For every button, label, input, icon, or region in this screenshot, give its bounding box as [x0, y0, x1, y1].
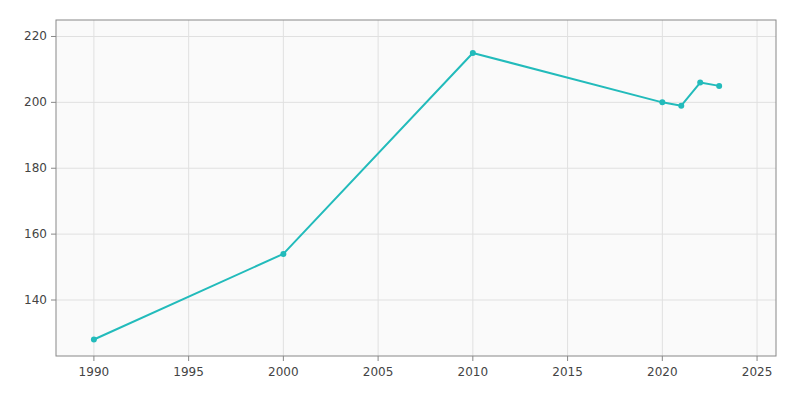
- y-tick: [51, 102, 56, 103]
- x-tick-label: 2010: [458, 365, 489, 379]
- x-tick: [378, 356, 379, 361]
- x-tick-label: 2000: [268, 365, 299, 379]
- x-tick-label: 1995: [173, 365, 204, 379]
- y-tick: [51, 300, 56, 301]
- x-grid-line: [757, 20, 758, 356]
- y-grid-line: [56, 300, 776, 301]
- y-tick-label: 220: [24, 29, 47, 43]
- y-tick: [51, 36, 56, 37]
- y-grid-line: [56, 168, 776, 169]
- x-grid-line: [472, 20, 473, 356]
- x-tick-label: 2005: [363, 365, 394, 379]
- x-tick: [188, 356, 189, 361]
- y-tick-label: 140: [24, 293, 47, 307]
- grid: [51, 20, 776, 361]
- x-grid-line: [567, 20, 568, 356]
- x-tick: [567, 356, 568, 361]
- plot-background: [56, 20, 776, 356]
- x-tick: [662, 356, 663, 361]
- x-tick: [472, 356, 473, 361]
- x-tick-label: 2025: [742, 365, 773, 379]
- point: [678, 103, 684, 109]
- x-grid-line: [93, 20, 94, 356]
- y-tick: [51, 234, 56, 235]
- chart-container: 1990 1995 2000 2005 2010 2015 2020 2025 140 160 18…: [0, 0, 800, 400]
- x-tick-label: 2020: [647, 365, 678, 379]
- y-tick-label: 200: [24, 95, 47, 109]
- population-line: [94, 53, 719, 340]
- point: [280, 251, 286, 257]
- x-grid-line: [378, 20, 379, 356]
- x-tick: [93, 356, 94, 361]
- y-tick-label: 180: [24, 161, 47, 175]
- point: [697, 80, 703, 86]
- y-grid-line: [56, 36, 776, 37]
- tick-labels: 1990 1995 2000 2005 2010 2015 2020 2025 140 160 18…: [24, 29, 772, 379]
- data-group: [91, 50, 722, 343]
- y-tick: [51, 168, 56, 169]
- plot-frame: [56, 20, 776, 356]
- x-grid-line: [662, 20, 663, 356]
- point: [91, 337, 97, 343]
- chart-svg: 1990 1995 2000 2005 2010 2015 2020 2025 140 160 18…: [0, 0, 800, 400]
- y-tick-label: 160: [24, 227, 47, 241]
- point: [470, 50, 476, 56]
- x-grid-line: [188, 20, 189, 356]
- x-tick-label: 2015: [552, 365, 583, 379]
- x-tick-label: 1990: [79, 365, 110, 379]
- point: [659, 99, 665, 105]
- x-grid-line: [283, 20, 284, 356]
- point: [716, 83, 722, 89]
- x-tick: [757, 356, 758, 361]
- x-tick: [283, 356, 284, 361]
- y-grid-line: [56, 234, 776, 235]
